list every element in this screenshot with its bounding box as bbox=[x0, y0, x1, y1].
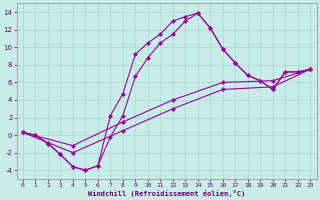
X-axis label: Windchill (Refroidissement éolien,°C): Windchill (Refroidissement éolien,°C) bbox=[88, 190, 245, 197]
